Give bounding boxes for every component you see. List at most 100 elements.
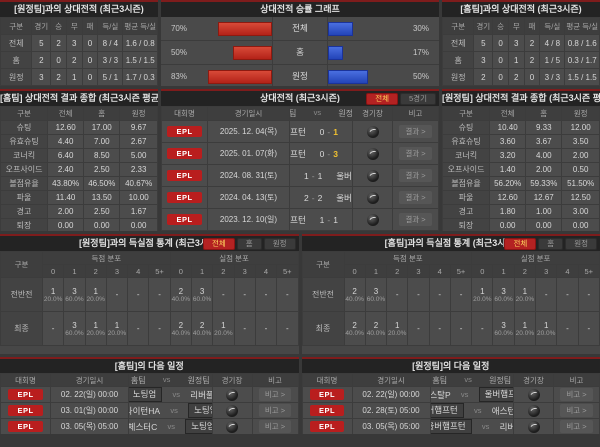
match-row: EPL 2024. 08. 31(토) 노팅엄 1-1 울버햄프턴 결과 > <box>161 164 439 187</box>
stat-value: 1.80 <box>489 204 527 219</box>
stadium-cell <box>352 120 393 143</box>
goal-count-header: 1 <box>492 264 515 278</box>
result-button[interactable]: 결과 > <box>399 191 432 204</box>
count-value: - <box>566 324 569 333</box>
note-button[interactable]: 비고 > <box>560 388 593 401</box>
away-score: 2 <box>317 192 323 203</box>
result-button[interactable]: 결과 > <box>399 169 432 182</box>
stadium-icon[interactable] <box>226 404 238 417</box>
count-value: 1 <box>93 320 98 330</box>
graph-row: 83% 원정 50% <box>161 65 439 86</box>
home-winrate-bar <box>232 45 272 60</box>
stadium-icon[interactable] <box>527 404 540 417</box>
schedule-row: [홈팀]의 다음 일정 대회명 경기일시 홈팀 vs 원정팀 경기장 비고 EPL … <box>0 357 600 434</box>
stat-value: 3 <box>31 68 52 86</box>
distribution-cell: 2 40.0% <box>343 311 366 346</box>
stadium-icon[interactable] <box>226 420 238 433</box>
count-value: 1 <box>114 320 120 330</box>
stat-value: 2 <box>31 51 52 69</box>
stadium-icon[interactable] <box>527 388 540 401</box>
away-header: 원정팀 <box>187 375 210 385</box>
stat-value: 2 <box>523 34 541 52</box>
distribution-cell: 1 20.0% <box>41 277 65 312</box>
stadium-icon[interactable] <box>366 191 379 204</box>
distribution-cell: - <box>148 277 171 312</box>
stat-value: 0 <box>492 51 509 69</box>
bar-track <box>197 45 272 60</box>
distribution-cell: 1 20.0% <box>513 311 537 346</box>
away-team-name: 리버풀 <box>190 389 212 400</box>
note-button[interactable]: 비고 > <box>258 388 292 401</box>
stadium-icon[interactable] <box>226 388 238 401</box>
percent-value: 20.0% <box>515 329 535 337</box>
tab-away[interactable]: 원정 <box>565 238 597 250</box>
away-winrate-value: 50% <box>412 72 429 81</box>
note-button[interactable]: 비고 > <box>560 420 593 433</box>
goal-count-header: 2 <box>513 264 537 278</box>
tab-5games[interactable]: 5경기 <box>400 93 436 105</box>
league-cell: EPL <box>301 402 353 419</box>
stadium-icon[interactable] <box>366 125 379 138</box>
stadium-icon[interactable] <box>527 420 540 433</box>
match-teams: 노팅엄 vs 리버풀 <box>128 386 213 403</box>
stat-value: 5 / 1 <box>97 68 124 86</box>
header-row: 대회명 경기일시 홈팀 vs 원정팀 경기장 비고 <box>0 373 299 387</box>
stat-value: 2 <box>507 68 525 86</box>
result-button[interactable]: 결과 > <box>399 147 432 160</box>
count-value: - <box>51 324 55 333</box>
goal-count-header: 4 <box>556 264 579 278</box>
distribution-cell: - <box>449 277 473 312</box>
note-button[interactable]: 비고 > <box>258 420 292 433</box>
tab-all[interactable]: 전체 <box>202 238 235 250</box>
table-row: 전체 5 0 3 2 4 / 8 0.8 / 1.6 <box>442 34 600 52</box>
percent-value: 20.0% <box>536 329 556 337</box>
home-team-name: 울버햄프턴 <box>290 126 306 137</box>
panel-winrate-graph: 상대전적 승률 그래프 70% 전체 30% 50% 홈 17% 83% 원정 … <box>161 0 439 86</box>
stat-row: 볼점유율 56.20% 59.33% 51.50% <box>442 176 600 191</box>
distribution-cell: - <box>471 311 494 346</box>
note-button[interactable]: 비고 > <box>258 404 292 417</box>
schedule-row: EPL 03. 05(목) 05:00 맨체스터C vs 노팅엄 비고 > <box>0 418 299 434</box>
count-value: 1 <box>93 286 98 296</box>
league-badge: EPL <box>8 389 43 400</box>
stat-value: 0 <box>492 68 509 86</box>
stat-value: 43.80% <box>47 176 85 191</box>
schedule-row: EPL 03. 05(목) 05:00 울버햄프턴 vs 리버풀 비고 > <box>301 418 600 434</box>
stadium-cell <box>352 142 393 165</box>
tab-all[interactable]: 전체 <box>504 238 537 250</box>
column-header: 홈 <box>83 106 121 121</box>
stat-value: 3 <box>473 51 494 69</box>
distribution-cell: - <box>41 311 65 346</box>
match-date: 03. 01(일) 00:00 <box>50 402 129 419</box>
stadium-icon[interactable] <box>366 169 379 182</box>
goal-count-header: 3 <box>105 264 129 278</box>
result-button[interactable]: 결과 > <box>399 125 432 138</box>
stadium-icon[interactable] <box>366 147 379 160</box>
away-schedule-table: 대회명 경기일시 홈팀 vs 원정팀 경기장 비고 EPL 02. 22(일) 00… <box>301 373 600 434</box>
count-value: 3 <box>373 286 379 296</box>
stadium-icon[interactable] <box>366 213 379 226</box>
distribution-cell: - <box>556 277 579 312</box>
tab-home[interactable]: 홈 <box>538 238 564 250</box>
tab-home[interactable]: 홈 <box>236 238 262 250</box>
count-value: - <box>459 290 463 299</box>
stat-value: 4 / 8 <box>539 34 566 52</box>
stat-value: 3 <box>507 34 525 52</box>
stadium-header: 경기장 <box>513 373 554 387</box>
percent-value: 20.0% <box>473 295 492 303</box>
schedule-row: EPL 02. 22(일) 00:00 크리스탈P vs 울버햄프턴 비고 > <box>301 386 600 403</box>
count-value: 3 <box>72 286 77 296</box>
match-teams: 노팅엄 2-2 울버햄프턴 <box>289 186 353 209</box>
score-dash: - <box>327 148 331 159</box>
stat-value: 0.00 <box>489 218 527 231</box>
distribution-cell: 1 20.0% <box>513 277 537 312</box>
result-button[interactable]: 결과 > <box>399 213 432 226</box>
distribution-cell: 2 40.0% <box>169 311 192 346</box>
header-row: 대회명 경기일시 홈팀 vs 원정팀 경기장 비고 <box>301 373 600 387</box>
note-button[interactable]: 비고 > <box>560 404 593 417</box>
stat-value: 2 <box>50 68 67 86</box>
note-cell: 결과 > <box>392 208 439 231</box>
tab-all[interactable]: 전체 <box>366 93 399 105</box>
tab-away[interactable]: 원정 <box>263 238 296 250</box>
